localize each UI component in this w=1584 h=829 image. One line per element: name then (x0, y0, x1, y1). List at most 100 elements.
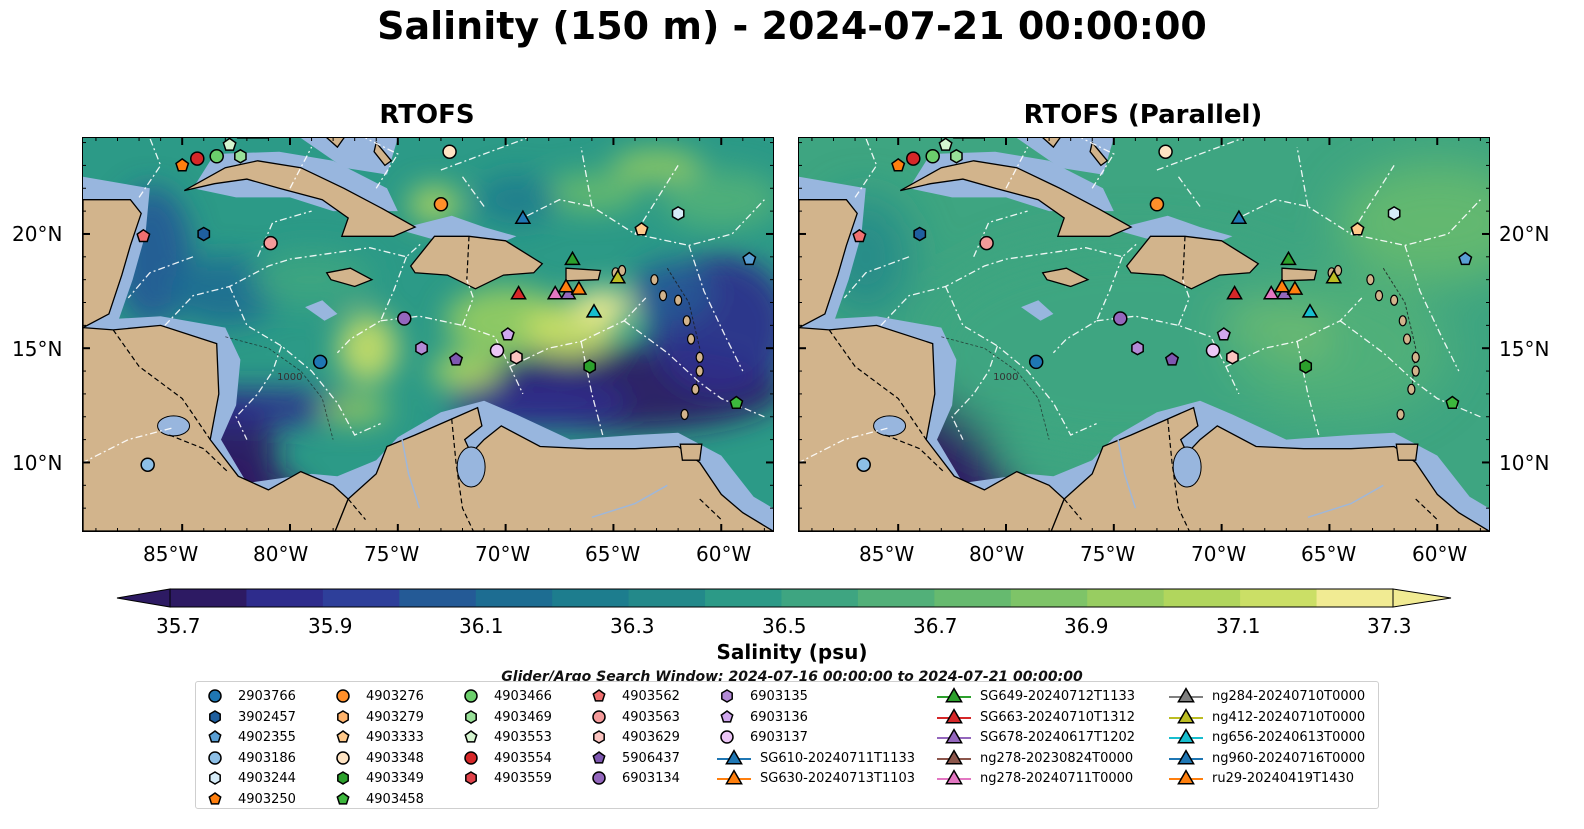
marker-4903466 (925, 149, 940, 164)
legend-label: 6903136 (750, 709, 808, 725)
marker-4903348 (1158, 144, 1173, 159)
marker-5906437 (448, 352, 464, 366)
marker-4903186 (140, 457, 155, 472)
legend-symbol (592, 709, 606, 724)
colorbar-swatch (705, 589, 783, 607)
lon-label-65w-right: 65°W (1301, 542, 1357, 566)
legend-symbol (945, 687, 963, 703)
land-jamaica (1041, 267, 1090, 288)
land-hispaniola (1125, 235, 1260, 290)
legend-entry-4903559: 4903559 (460, 769, 585, 787)
colorbar-swatch (1163, 589, 1241, 607)
legend-label: 4902355 (238, 730, 296, 745)
colorbar-swatch (1316, 589, 1394, 607)
marker-SG649-20240712T1133 (1280, 250, 1297, 266)
marker-SG663-20240710T1312 (510, 285, 527, 300)
legend-marker-triangle (1169, 687, 1203, 703)
legend-entry-2903766: 2903766 (204, 687, 329, 705)
contour-label-1000: 1000 (993, 372, 1018, 383)
marker-SG649-20240712T1133 (564, 250, 581, 266)
legend-symbol (336, 689, 350, 703)
legend-entry-4903349: 4903349 (332, 769, 457, 787)
legend-entry-5906437: 5906437 (588, 749, 713, 767)
legend-marker-circle (592, 771, 606, 785)
colorbar-swatch (628, 589, 706, 607)
map-panel-rtofs-parallel: 1000 (798, 137, 1490, 532)
marker-6903136 (1216, 327, 1231, 341)
legend-marker-circle (208, 689, 222, 703)
legend-symbol (592, 771, 606, 785)
legend-marker-triangle (937, 748, 971, 764)
legend-marker-pentagon (336, 730, 350, 743)
legend-symbol (720, 730, 734, 744)
legend-marker-triangle (1169, 748, 1203, 764)
marker-4903333 (634, 221, 649, 236)
lat-label-10n-left: 10°N (12, 451, 63, 475)
marker-6903135 (415, 340, 428, 356)
legend-marker-circle (208, 750, 222, 765)
legend-marker-triangle (1169, 769, 1203, 785)
legend-entry-4903186: 4903186 (204, 749, 329, 767)
marker-4903553 (222, 138, 237, 151)
legend-label: ru29-20240419T1430 (1212, 771, 1355, 786)
land-yucatan (799, 199, 858, 329)
marker-SG663-20240710T1312 (1226, 285, 1243, 300)
legend-marker-pentagon (592, 750, 606, 764)
legend-label: 4903276 (366, 689, 424, 704)
lat-label-10n-right: 10°N (1499, 451, 1550, 475)
marker-ng960-20240716T0000 (514, 209, 532, 225)
legend-symbol (336, 791, 350, 805)
lon-label-70w-right: 70°W (1191, 542, 1247, 566)
legend-label: SG678-20240617T1202 (980, 730, 1136, 745)
legend-symbol (592, 750, 606, 764)
legend-marker-hexagon (721, 689, 733, 703)
colorbar-tick: 35.9 (308, 614, 353, 638)
legend-symbol (209, 709, 221, 724)
legend-entry-4903279: 4903279 (332, 708, 457, 726)
legend-symbol (945, 707, 963, 723)
colorbar-extend-high (1392, 588, 1452, 608)
marker-ng656-20240613T0000 (585, 303, 603, 318)
legend-marker-triangle (1169, 707, 1203, 723)
marker-4903349 (1299, 359, 1313, 374)
marker-ng412-20240710T0000 (1325, 269, 1343, 284)
marker-SG630-20240713T1103 (557, 278, 575, 293)
marker-5906437 (1164, 352, 1180, 366)
marker-4903276 (433, 197, 449, 212)
legend-symbol (208, 730, 222, 743)
marker-ng278-20240711T0000 (546, 285, 564, 300)
marker-4902355 (742, 251, 757, 266)
legend-marker-triangle (937, 687, 971, 703)
marker-6903134 (397, 311, 412, 326)
marker-3902457 (197, 226, 211, 242)
marker-ru29-20240419T1430 (570, 280, 588, 295)
marker-4903244 (671, 206, 685, 221)
legend-marker-triangle (717, 748, 751, 764)
legend-symbol (337, 771, 349, 785)
marker-ng412-20240710T0000 (609, 269, 627, 284)
marker-4903562 (136, 228, 151, 243)
legend-marker-pentagon (336, 791, 350, 805)
lon-label-75w-left: 75°W (364, 542, 420, 566)
land-jamaica (325, 267, 374, 288)
salinity-colorbar (116, 588, 1452, 608)
legend-label: 4903279 (366, 709, 424, 725)
marker-4903554 (906, 151, 921, 166)
legend-entry-SG649-20240712T1133: SG649-20240712T1133 (936, 687, 1156, 705)
legend-label: 4903563 (622, 709, 680, 725)
land-yucatan (83, 199, 142, 329)
legend-label: 4903458 (366, 791, 424, 807)
marker-SG678-20240617T1202 (559, 285, 577, 300)
colorbar-tick: 36.1 (459, 614, 504, 638)
legend-symbol (209, 771, 221, 785)
legend-label: 6903134 (622, 771, 680, 786)
legend-entry-6903135: 6903135 (716, 687, 841, 705)
colorbar-tick: 37.1 (1216, 614, 1261, 638)
marker-ru29-20240419T1430 (1286, 280, 1304, 295)
marker-3902457 (913, 226, 927, 242)
lat-label-20n-left: 20°N (12, 222, 63, 246)
marker-4903458 (1445, 395, 1460, 410)
legend-entry-ng656-20240613T0000: ng656-20240613T0000 (1168, 728, 1388, 746)
lon-label-60w-left: 60°W (696, 542, 752, 566)
legend-entry-4903469: 4903469 (460, 708, 585, 726)
